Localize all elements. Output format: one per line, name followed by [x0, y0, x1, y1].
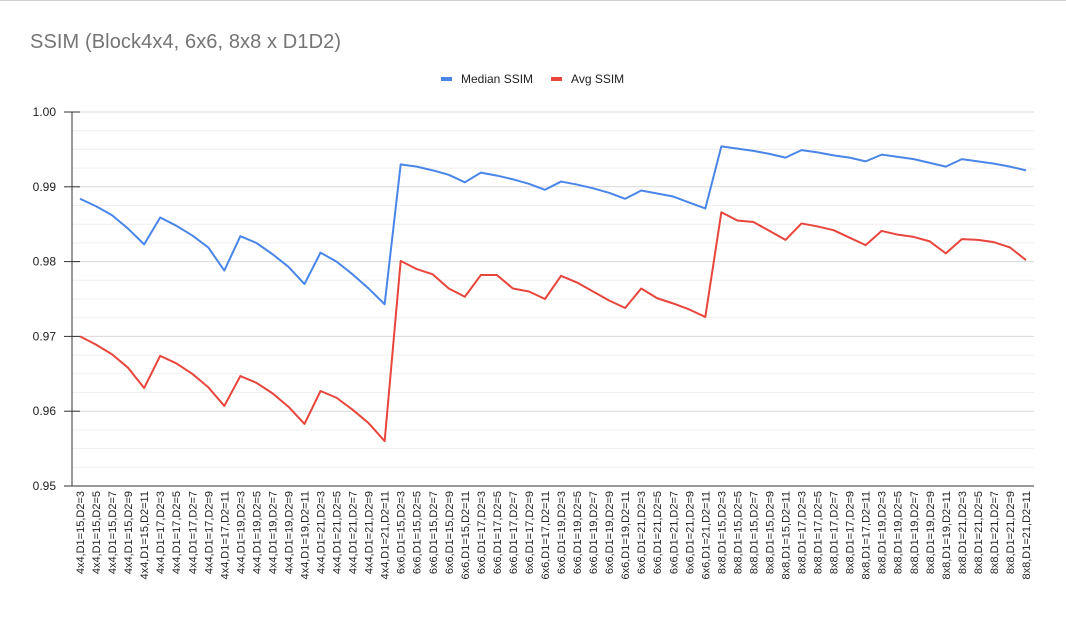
x-tick-label: 4x4,D1=15,D2=9	[123, 491, 135, 574]
x-tick-label: 8x8,D1=15,D2=5	[732, 491, 744, 574]
x-tick-label: 4x4,D1=15,D2=3	[75, 491, 87, 574]
x-tick-label: 8x8,D1=17,D2=11	[861, 491, 873, 579]
series-line-median-ssim	[79, 145, 1027, 306]
x-tick-label: 8x8,D1=19,D2=9	[925, 491, 937, 574]
x-tick-label: 8x8,D1=15,D2=11	[780, 491, 792, 579]
x-tick-label: 8x8,D1=21,D2=9	[1005, 491, 1017, 574]
legend-entry: Avg SSIM	[571, 72, 624, 86]
x-tick-label: 6x6,D1=17,D2=5	[492, 491, 504, 574]
x-tick-label: 4x4,D1=19,D2=9	[283, 491, 295, 574]
x-tick-label: 4x4,D1=21,D2=7	[348, 491, 360, 574]
x-axis: 4x4,D1=15,D2=3 4x4,D1=15,D2=5 4x4,D1=15,D2…	[75, 491, 1033, 579]
y-axis: 1.00 0.99 0.98 0.97 0.96 0.95	[33, 105, 80, 493]
y-tick-label: 0.98	[33, 255, 57, 269]
x-tick-label: 6x6,D1=19,D2=7	[588, 491, 600, 574]
x-tick-label: 4x4,D1=19,D2=11	[299, 491, 311, 579]
x-tick-label: 8x8,D1=17,D2=9	[845, 491, 857, 574]
x-tick-label: 6x6,D1=21,D2=7	[668, 491, 680, 574]
x-tick-label: 6x6,D1=15,D2=5	[412, 491, 424, 574]
x-tick-label: 6x6,D1=15,D2=9	[444, 491, 456, 574]
x-tick-label: 4x4,D1=17,D2=7	[187, 491, 199, 574]
x-tick-label: 6x6,D1=21,D2=9	[684, 491, 696, 574]
x-tick-label: 8x8,D1=15,D2=9	[764, 491, 776, 574]
x-tick-label: 8x8,D1=15,D2=7	[748, 491, 760, 574]
x-tick-label: 8x8,D1=19,D2=5	[893, 491, 905, 574]
x-tick-label: 6x6,D1=17,D2=11	[540, 491, 552, 579]
y-tick-label: 0.95	[33, 479, 57, 493]
x-tick-label: 8x8,D1=19,D2=3	[877, 491, 889, 574]
x-tick-label: 8x8,D1=21,D2=5	[973, 491, 985, 574]
x-tick-label: 4x4,D1=15,D2=5	[91, 491, 103, 574]
x-tick-label: 8x8,D1=17,D2=3	[797, 491, 809, 574]
x-tick-label: 8x8,D1=21,D2=3	[957, 491, 969, 574]
series-line-avg-ssim	[79, 211, 1027, 443]
x-tick-label: 4x4,D1=19,D2=5	[251, 491, 263, 574]
x-tick-label: 8x8,D1=19,D2=7	[909, 491, 921, 574]
y-tick-label: 0.96	[33, 404, 57, 418]
x-tick-label: 6x6,D1=15,D2=11	[460, 491, 472, 579]
x-tick-label: 4x4,D1=21,D2=5	[332, 491, 344, 574]
x-tick-label: 6x6,D1=19,D2=9	[604, 491, 616, 574]
x-tick-label: 8x8,D1=15,D2=3	[716, 491, 728, 574]
x-tick-label: 8x8,D1=17,D2=7	[829, 491, 841, 574]
x-tick-label: 6x6,D1=17,D2=7	[508, 491, 520, 574]
x-tick-label: 6x6,D1=15,D2=3	[396, 491, 408, 574]
x-tick-label: 8x8,D1=21,D2=11	[1021, 491, 1033, 579]
x-tick-label: 4x4,D1=15,D2=11	[139, 491, 151, 579]
x-tick-label: 6x6,D1=17,D2=3	[476, 491, 488, 574]
x-tick-label: 6x6,D1=19,D2=3	[556, 491, 568, 574]
x-tick-label: 8x8,D1=17,D2=5	[813, 491, 825, 574]
x-tick-label: 6x6,D1=19,D2=11	[620, 491, 632, 579]
x-tick-label: 4x4,D1=17,D2=9	[203, 491, 215, 574]
x-tick-label: 6x6,D1=21,D2=3	[636, 491, 648, 574]
x-tick-label: 4x4,D1=19,D2=3	[235, 491, 247, 574]
x-tick-label: 6x6,D1=21,D2=11	[700, 491, 712, 579]
x-tick-label: 6x6,D1=21,D2=5	[652, 491, 664, 574]
x-tick-label: 6x6,D1=15,D2=7	[428, 491, 440, 574]
x-tick-label: 8x8,D1=19,D2=11	[941, 491, 953, 579]
legend: Median SSIM Avg SSIM	[441, 72, 624, 86]
x-tick-label: 4x4,D1=21,D2=9	[364, 491, 376, 574]
legend-swatch	[551, 77, 563, 81]
x-tick-label: 4x4,D1=21,D2=3	[316, 491, 328, 574]
y-tick-label: 0.97	[33, 329, 57, 343]
series-lines	[79, 145, 1027, 443]
gridlines	[72, 111, 1034, 487]
legend-entry: Median SSIM	[461, 72, 533, 86]
x-tick-label: 6x6,D1=19,D2=5	[572, 491, 584, 574]
x-tick-label: 8x8,D1=21,D2=7	[989, 491, 1001, 574]
legend-swatch	[441, 77, 452, 81]
y-tick-label: 1.00	[33, 105, 57, 119]
x-tick-label: 4x4,D1=21,D2=11	[380, 491, 392, 579]
chart-title: SSIM (Block4x4, 6x6, 8x8 x D1D2)	[30, 31, 342, 53]
x-tick-label: 4x4,D1=17,D2=3	[155, 491, 167, 574]
x-tick-label: 4x4,D1=19,D2=7	[267, 491, 279, 574]
y-tick-label: 0.99	[33, 180, 57, 194]
x-tick-label: 6x6,D1=17,D2=9	[524, 491, 536, 574]
x-tick-label: 4x4,D1=17,D2=5	[171, 491, 183, 574]
x-tick-label: 4x4,D1=17,D2=11	[219, 491, 231, 579]
x-tick-label: 4x4,D1=15,D2=7	[107, 491, 119, 574]
